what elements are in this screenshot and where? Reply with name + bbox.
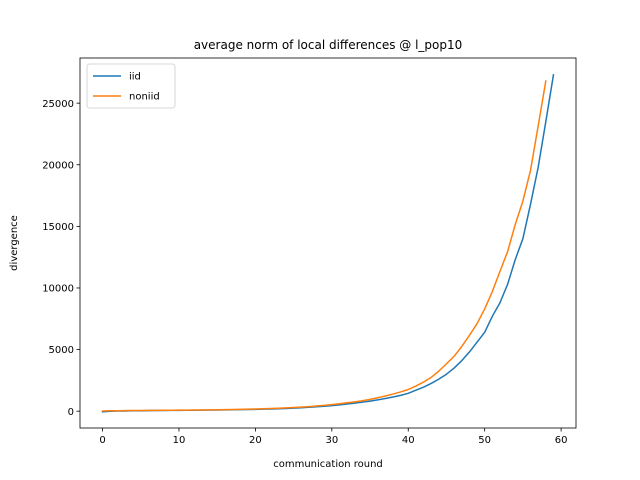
- legend-box: [86, 63, 176, 109]
- legend-label-iid: iid: [129, 72, 141, 83]
- x-tick-label: 10: [173, 435, 186, 446]
- legend: iid noniid: [86, 63, 176, 109]
- chart-title: average norm of local differences @ l_po…: [194, 38, 463, 52]
- legend-label-noniid: noniid: [129, 92, 160, 103]
- y-tick-label: 15000: [42, 222, 74, 233]
- y-axis: 0 5000 10000 15000 20000 25000: [42, 99, 80, 418]
- y-tick-label: 5000: [49, 345, 74, 356]
- x-tick-label: 0: [99, 435, 105, 446]
- y-axis-label: divergence: [9, 215, 20, 271]
- y-tick-label: 10000: [42, 284, 74, 295]
- series-layer: [101, 73, 555, 413]
- plot-frame: [79, 57, 577, 429]
- x-tick-label: 20: [249, 435, 262, 446]
- y-tick-label: 25000: [42, 99, 74, 110]
- x-axis-label: communication round: [273, 459, 383, 470]
- x-tick-label: 30: [325, 435, 338, 446]
- y-tick-label: 20000: [42, 160, 74, 171]
- y-tick-label: 0: [68, 407, 74, 418]
- x-tick-label: 60: [555, 435, 568, 446]
- x-tick-label: 50: [478, 435, 491, 446]
- x-tick-label: 40: [402, 435, 415, 446]
- series-line-noniid: [101, 80, 547, 412]
- x-axis: 0 10 20 30 40 50 60: [99, 428, 567, 446]
